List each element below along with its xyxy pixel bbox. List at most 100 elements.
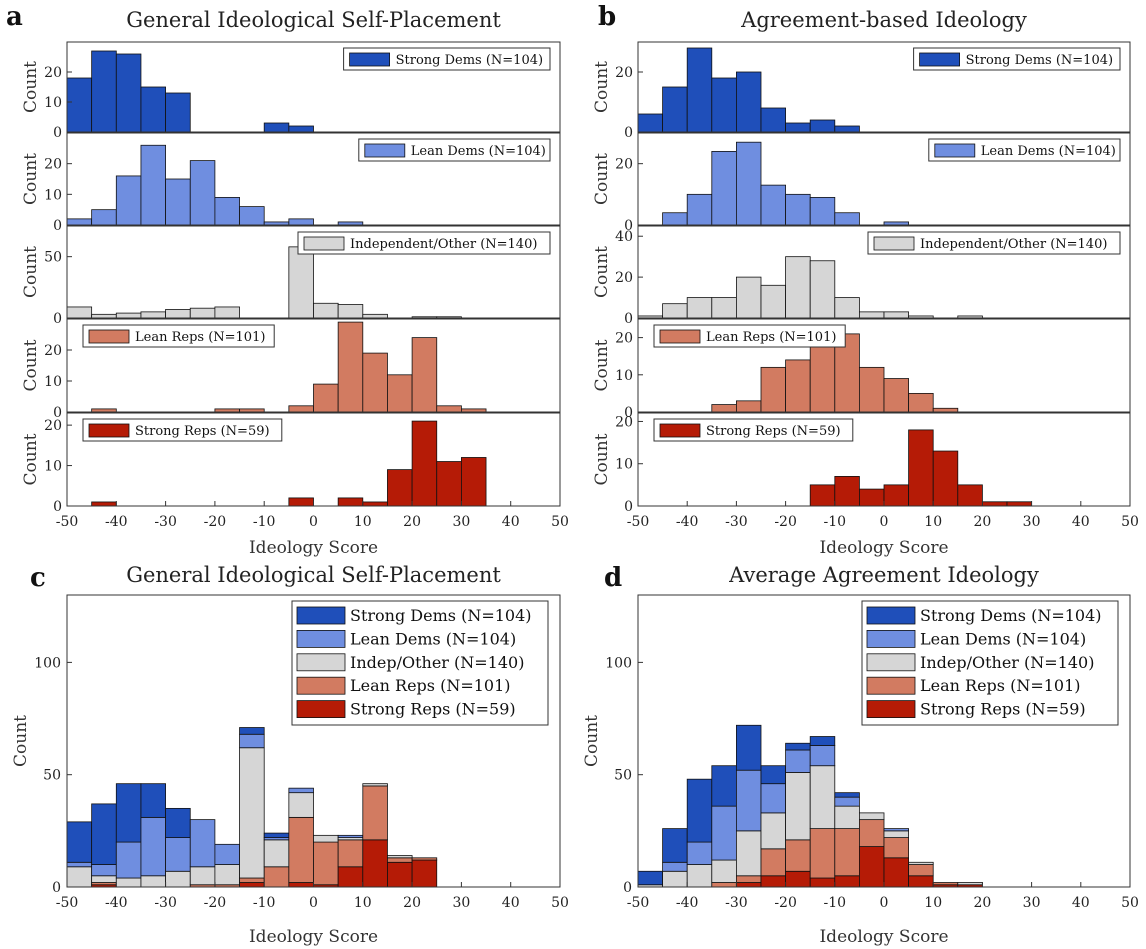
stacked-bar-c-indep [288, 792, 314, 818]
bar-b-lean_reps [859, 366, 885, 413]
bar-b-strong_reps [1006, 501, 1033, 507]
bar-a-indep [313, 302, 339, 319]
x-axis-label-b: Ideology Score [819, 538, 948, 558]
legend-swatch-b [934, 143, 976, 158]
y-axis-label-a: Count [21, 246, 41, 298]
bar-b-lean_dems [809, 196, 836, 226]
panel-label-a: a [6, 2, 23, 32]
x-tick-label-b: -50 [627, 514, 650, 530]
legend-swatch-b [919, 52, 960, 67]
y-axis-label-b: Count [592, 339, 612, 391]
x-tick-label-b: -40 [676, 514, 699, 530]
bar-b-indep [686, 297, 713, 319]
axes-frame-b [637, 225, 1131, 319]
stacked-bar-c-strong_reps [239, 882, 265, 888]
y-axis-label-b: Count [592, 61, 612, 113]
stacked-bar-c-lean_reps [239, 877, 265, 883]
stacked-bar-c-lean_dems [115, 841, 142, 879]
bar-b-strong_dems [760, 107, 787, 133]
stacked-bar-d-lean_dems [809, 745, 836, 767]
stacked-bar-c-lean_dems [66, 861, 93, 868]
legend-swatch-b [659, 423, 701, 438]
stacked-bar-d-indep [736, 830, 762, 877]
panel-title-b: Agreement-based Ideology [740, 8, 1027, 32]
stacked-bar-d-indep [809, 765, 836, 830]
bar-a-lean_dems [239, 206, 265, 226]
x-tick-label-a: 20 [403, 514, 421, 530]
bar-a-indep [288, 246, 314, 319]
bar-b-indep [834, 297, 860, 319]
stacked-bar-d-strong_reps [785, 870, 811, 888]
x-tick-label-a: 40 [502, 514, 520, 530]
legend-swatch-c-lean_dems [296, 630, 346, 648]
x-tick-label-b: -20 [774, 514, 797, 530]
stacked-bar-d-strong_reps [908, 875, 934, 888]
legend-swatch-d-strong_dems [866, 606, 916, 625]
legend-box-b [867, 231, 1121, 255]
x-tick-label-a: 10 [354, 514, 372, 530]
stacked-bar-c-lean_reps [313, 841, 339, 886]
bar-a-indep [362, 313, 388, 319]
stacked-bar-d-strong_dems [662, 828, 688, 863]
bar-b-strong_dems [736, 71, 762, 133]
legend-label-b: Lean Reps (N=101) [706, 330, 836, 345]
bar-a-lean_dems [115, 175, 142, 226]
stacked-bar-d-lean_reps [908, 864, 934, 877]
x-tick-label-a: -20 [204, 514, 227, 530]
stacked-bar-c-strong_dems [165, 807, 191, 838]
axes-frame-b [637, 318, 1131, 413]
legend-label-d-strong_reps: Strong Reps (N=59) [920, 700, 1086, 719]
stacked-bar-d-lean_reps [736, 875, 762, 883]
bar-a-strong_dems [115, 53, 142, 133]
y-tick-label-b: 10 [615, 457, 633, 473]
stacked-bar-c-lean_dems [239, 733, 265, 749]
stacked-bar-d-lean_reps [883, 837, 910, 859]
legend-swatch-d-lean_reps [866, 676, 916, 695]
y-tick-label-a: 0 [53, 125, 62, 141]
legend-swatch-c-strong_dems [296, 606, 346, 625]
stacked-bar-d-lean_dems [834, 796, 860, 807]
y-axis-label-a: Count [21, 153, 41, 205]
y-tick-label-a: 20 [44, 157, 62, 173]
stacked-bar-d-indep [711, 859, 737, 883]
x-tick-label-c: -20 [204, 895, 227, 911]
bar-b-lean_dems [662, 212, 688, 226]
bar-a-lean_reps [436, 405, 462, 413]
stacked-bar-d-strong_reps [859, 846, 885, 888]
stacked-bar-c-lean_dems [165, 837, 191, 872]
stacked-bar-c-lean_reps [288, 816, 314, 883]
stacked-bar-d-indep [908, 861, 934, 865]
x-tick-label-d: -50 [627, 895, 650, 911]
y-tick-label-a: 10 [44, 374, 62, 390]
legend-swatch-c-strong_reps [296, 700, 346, 718]
y-axis-label-d: Count [582, 715, 602, 767]
y-tick-label-b: 10 [615, 368, 633, 384]
bar-b-indep [859, 311, 885, 319]
stacked-bar-c-strong_dems [239, 727, 265, 735]
stacked-bar-d-lean_dems [883, 828, 910, 832]
x-tick-label-b: 40 [1072, 514, 1090, 530]
x-tick-label-d: 10 [924, 895, 942, 911]
stacked-bar-c-lean_reps [263, 866, 290, 888]
bar-a-lean_dems [214, 196, 240, 226]
bar-b-strong_dems [834, 125, 860, 133]
bar-b-indep [711, 297, 737, 319]
stacked-bar-c-indep [387, 855, 413, 859]
legend-swatch-a [88, 329, 130, 344]
stacked-bar-d-lean_dems [686, 841, 713, 865]
panel-label-b: b [598, 2, 616, 32]
x-tick-label-b: 30 [1023, 514, 1041, 530]
x-tick-label-c: 0 [309, 895, 318, 911]
stacked-bar-d-lean_dems [760, 783, 787, 814]
y-tick-label-b: 20 [615, 65, 633, 81]
bar-b-strong_dems [809, 119, 836, 133]
legend-label-a: Lean Dems (N=104) [411, 144, 546, 159]
y-tick-label-d: 100 [605, 655, 632, 671]
axes-frame-b [637, 41, 1131, 133]
legend-box-b [653, 324, 846, 348]
bar-a-strong_reps [460, 457, 487, 507]
bar-b-lean_dems [711, 150, 737, 226]
legend-swatch-c-lean_reps [296, 676, 346, 695]
stacked-bar-d-indep [662, 870, 688, 888]
bar-a-lean_dems [189, 160, 216, 226]
